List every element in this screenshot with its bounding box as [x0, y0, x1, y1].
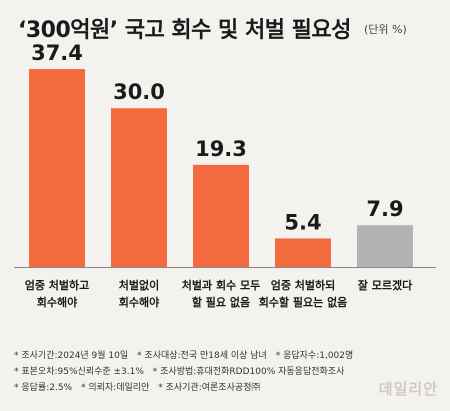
- notes-line-3: * 응답률:2.5% * 의뢰자:데일리안 * 조사기관:여론조사공정㈜: [14, 380, 444, 396]
- bar-5: [357, 225, 413, 267]
- category-label-3-1: 처벌과 회수 모두: [182, 278, 261, 292]
- category-label-1-1: 엄중 처벌하고: [25, 278, 90, 292]
- bar-3: [193, 164, 249, 267]
- category-label-3-2: 할 필요 없음: [192, 295, 250, 309]
- note-target: * 조사대상:전국 만18세 이상 남녀: [137, 351, 267, 361]
- value-label-4: 5.4: [284, 210, 321, 234]
- note-error: * 표본오차:95%신뢰수준 ±3.1%: [14, 367, 144, 377]
- note-client: * 의뢰자:데일리안: [80, 383, 150, 393]
- notes-line-2: * 표본오차:95%신뢰수준 ±3.1% * 조사방법:휴대전화RDD100% …: [14, 364, 444, 380]
- chart-title: ‘300억원’ 국고 회수 및 처벌 필요성: [18, 18, 351, 43]
- value-label-3: 19.3: [195, 137, 247, 161]
- note-sample: * 응답자수:1,002명: [275, 351, 354, 361]
- bar-2: [111, 108, 167, 267]
- note-response-rate: * 응답률:2.5%: [14, 383, 73, 393]
- category-label-2-1: 처벌없이: [119, 278, 159, 292]
- notes-line-1: * 조사기간:2024년 9월 10일 * 조사대상:전국 만18세 이상 남녀…: [14, 348, 444, 364]
- note-agency: * 조사기관:여론조사공정㈜: [158, 383, 261, 393]
- category-label-4-1: 엄중 처벌하되: [271, 278, 336, 292]
- bar-4: [275, 238, 331, 267]
- brand-logo: 데일리안: [378, 380, 438, 398]
- value-label-1: 37.4: [31, 41, 83, 65]
- category-label-5-1: 잘 모르겠다: [358, 278, 413, 292]
- unit-label: (단위 %): [364, 23, 407, 36]
- category-label-2-2: 회수해야: [119, 295, 159, 309]
- note-period: * 조사기간:2024년 9월 10일: [14, 351, 129, 361]
- value-label-5: 7.9: [366, 197, 403, 221]
- category-label-1-2: 회수해야: [37, 295, 77, 309]
- survey-notes: * 조사기간:2024년 9월 10일 * 조사대상:전국 만18세 이상 남녀…: [14, 348, 444, 396]
- bar-1: [29, 69, 85, 267]
- category-label-4-2: 회수할 필요는 없음: [259, 295, 348, 309]
- value-label-2: 30.0: [113, 80, 165, 104]
- note-method: * 조사방법:휴대전화RDD100% 자동응답전화조사: [152, 367, 345, 377]
